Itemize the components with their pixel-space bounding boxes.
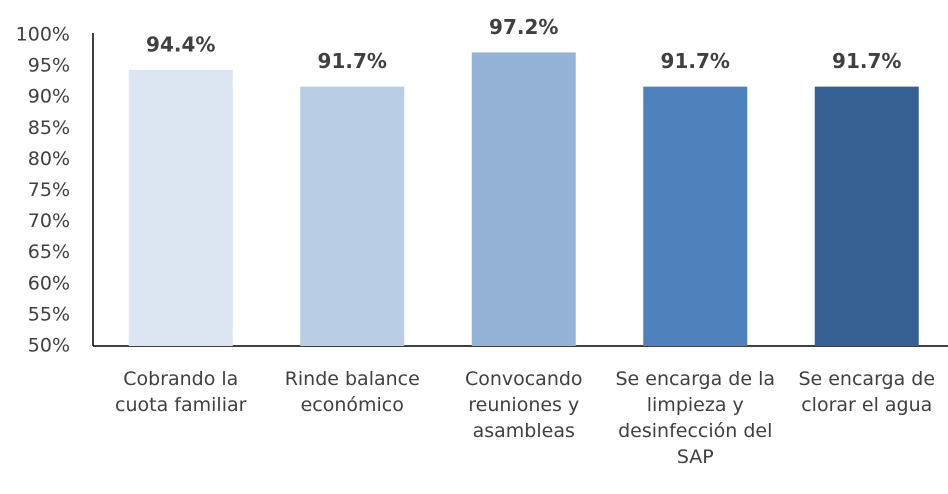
data-label: 91.7%	[661, 49, 730, 73]
y-tick-label: 70%	[28, 210, 70, 232]
data-label: 94.4%	[146, 32, 215, 56]
data-label: 91.7%	[832, 49, 901, 73]
y-tick-label: 65%	[28, 241, 70, 263]
bar	[300, 86, 405, 346]
y-tick-label: 90%	[28, 86, 70, 108]
y-tick-label: 75%	[28, 179, 70, 201]
y-tick-label: 100%	[16, 24, 70, 46]
bar	[128, 69, 233, 346]
data-label: 97.2%	[489, 15, 558, 39]
y-tick-label: 60%	[28, 272, 70, 294]
x-tick-label: Se encarga de clorar el agua	[798, 368, 936, 416]
x-tick-label: Rinde balance económico	[284, 368, 420, 416]
y-tick-label: 95%	[28, 55, 70, 77]
bar	[643, 86, 748, 346]
bar	[814, 86, 919, 346]
y-tick-label: 85%	[28, 117, 70, 139]
x-tick-label: Convocando reuniones y asambleas	[464, 368, 583, 442]
bar	[471, 52, 576, 346]
y-tick-label: 80%	[28, 148, 70, 170]
y-tick-label: 50%	[28, 335, 70, 357]
data-label: 91.7%	[318, 49, 387, 73]
y-tick-label: 55%	[28, 303, 70, 325]
x-tick-label: Cobrando la cuota familiar	[115, 368, 247, 416]
x-tick-label: Se encarga de la limpieza y desinfección…	[615, 368, 776, 468]
